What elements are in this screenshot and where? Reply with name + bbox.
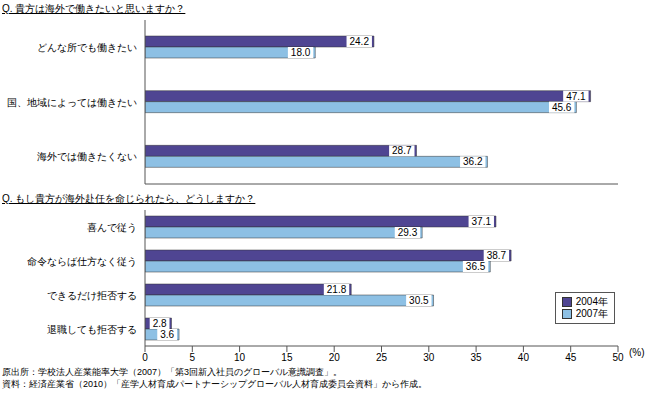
svg-text:どんな所でも働きたい: どんな所でも働きたい [37, 42, 137, 53]
html-text:原出所：学校法人産業能率大学（2007）「第3回新入社員のグ: 原出所：学校法人産業能率大学（2007）「第3回新入社員のグローバル意識調査」。 [2, 367, 342, 377]
svg-text:37.1: 37.1 [472, 216, 492, 227]
svg-text:30: 30 [423, 352, 435, 363]
svg-text:0: 0 [142, 352, 148, 363]
html-text:資料：経済産業省（2010）「産学人材育成パートナーシップグ: 資料：経済産業省（2010）「産学人材育成パートナーシップグローバル人材育成委員… [2, 379, 427, 389]
svg-text:28.7: 28.7 [392, 145, 412, 156]
svg-text:20: 20 [329, 352, 341, 363]
html-text:Q. 貴方は海外で働きたいと思いますか？: Q. 貴方は海外で働きたいと思いますか？ [2, 3, 186, 14]
svg-text:50: 50 [612, 352, 624, 363]
html-text:2004年: 2004年 [575, 296, 608, 307]
svg-text:45.6: 45.6 [552, 102, 572, 113]
svg-text:退職しても拒否する: 退職しても拒否する [47, 324, 137, 335]
svg-text:3.6: 3.6 [160, 329, 174, 340]
svg-text:5: 5 [190, 352, 196, 363]
svg-text:21.8: 21.8 [327, 284, 347, 295]
svg-text:18.0: 18.0 [291, 47, 311, 58]
svg-text:45: 45 [565, 352, 577, 363]
svg-text:25: 25 [376, 352, 388, 363]
svg-text:2.8: 2.8 [153, 318, 167, 329]
svg-text:24.2: 24.2 [349, 36, 369, 47]
svg-text:命令ならば仕方なく従う: 命令ならば仕方なく従う [27, 256, 137, 267]
svg-text:36.2: 36.2 [463, 156, 483, 167]
svg-text:35: 35 [471, 352, 483, 363]
svg-text:47.1: 47.1 [566, 91, 586, 102]
svg-text:40: 40 [518, 352, 530, 363]
svg-text:できるだけ拒否する: できるだけ拒否する [47, 290, 137, 301]
svg-text:38.7: 38.7 [487, 250, 507, 261]
svg-text:10: 10 [234, 352, 246, 363]
svg-text:30.5: 30.5 [409, 295, 429, 306]
svg-text:15: 15 [281, 352, 293, 363]
html-text:2007年: 2007年 [575, 308, 608, 319]
svg-text:海外では働きたくない: 海外では働きたくない [37, 151, 137, 162]
html-text:Q. もし貴方が海外赴任を命じられたら、どうしますか？: Q. もし貴方が海外赴任を命じられたら、どうしますか？ [2, 193, 256, 204]
svg-text:国、地域によっては働きたい: 国、地域によっては働きたい [8, 97, 137, 108]
svg-text:29.3: 29.3 [398, 227, 418, 238]
svg-text:喜んで従う: 喜んで従う [87, 222, 137, 233]
svg-text:36.5: 36.5 [466, 261, 486, 272]
